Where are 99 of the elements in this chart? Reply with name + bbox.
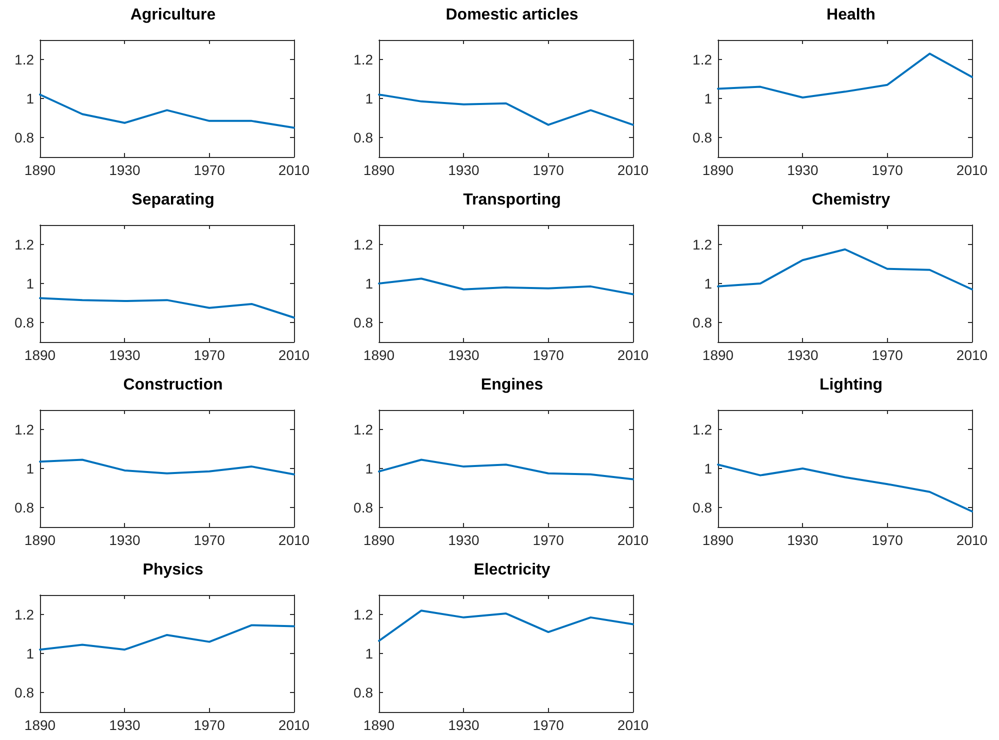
x-tick-label: 1890 [702,162,734,178]
y-tick-label: 1 [704,276,712,292]
line-series [378,610,634,642]
x-tick-label: 2010 [956,532,988,548]
line-series [39,94,295,129]
x-tick-label: 2010 [278,532,310,548]
chart-title: Lighting [819,376,883,394]
y-tick-label: 1.2 [14,236,34,252]
x-tick-label: 1890 [363,347,395,363]
chart-title: Separating [132,192,214,208]
y-tick-label: 1.2 [14,606,34,622]
x-tick-label: 2010 [617,717,649,733]
y-tick-label: 1.2 [692,52,712,68]
y-tick-label: 1 [26,460,34,476]
x-tick-label: 1890 [363,162,395,178]
x-tick-label: 1930 [109,162,140,178]
line-series [717,248,973,290]
chart-title: Electricity [474,562,550,578]
x-tick-label: 1970 [194,532,226,548]
y-tick-label: 1.2 [14,422,34,438]
y-tick-label: 1 [26,276,34,292]
x-tick-label: 1890 [24,162,56,178]
x-tick-label: 2010 [278,347,310,363]
x-tick-label: 1970 [532,162,564,178]
y-tick-label: 1 [704,460,712,476]
y-tick-label: 1 [704,90,712,106]
y-tick-label: 1 [26,90,34,106]
line-series [39,458,295,476]
x-tick-label: 1890 [702,347,734,363]
chart-title: Physics [142,562,204,578]
line-series [378,278,634,296]
chart-title: Domestic articles [446,6,578,24]
y-tick-label: 1.2 [354,422,374,438]
x-tick-label: 1890 [702,532,734,548]
x-tick-label: 2010 [617,347,649,363]
chart-title: Engines [480,376,544,394]
x-tick-label: 2010 [278,162,310,178]
y-tick-label: 0.8 [354,314,374,330]
x-tick-label: 1890 [24,347,56,363]
x-tick-label: 1930 [109,717,140,733]
x-tick-label: 1970 [194,162,226,178]
line-series [378,94,634,126]
y-tick-label: 1.2 [692,236,712,252]
line-series [39,624,295,651]
y-tick-label: 1 [26,646,34,662]
x-tick-label: 2010 [617,532,649,548]
y-tick-label: 1.2 [354,52,374,68]
x-tick-label: 1930 [787,532,818,548]
chart-title: Construction [123,376,223,394]
chart-title: Health [826,6,876,24]
x-tick-label: 1930 [787,162,818,178]
y-tick-label: 0.8 [692,130,712,146]
y-tick-label: 0.8 [14,500,34,516]
x-tick-label: 2010 [617,162,649,178]
x-tick-label: 1970 [532,717,564,733]
y-tick-label: 0.8 [692,314,712,330]
x-tick-label: 1970 [194,347,226,363]
chart-title: Agriculture [130,6,216,24]
x-tick-label: 2010 [956,347,988,363]
y-tick-label: 1 [365,646,374,662]
x-tick-label: 1890 [363,717,395,733]
x-tick-label: 1930 [448,347,480,363]
y-tick-label: 1.2 [692,422,712,438]
x-tick-label: 1930 [787,347,818,363]
x-tick-label: 2010 [278,717,310,733]
y-tick-label: 1 [365,90,374,106]
chart-title: Transporting [463,192,561,208]
x-tick-label: 1970 [872,532,904,548]
x-tick-label: 1930 [448,532,480,548]
x-tick-label: 1890 [24,717,56,733]
y-tick-label: 1 [365,276,374,292]
y-tick-label: 0.8 [354,684,374,700]
y-tick-label: 0.8 [692,500,712,516]
x-tick-label: 1970 [194,717,226,733]
y-tick-label: 1 [365,460,374,476]
x-tick-label: 1930 [109,347,140,363]
y-tick-label: 0.8 [14,314,34,330]
x-tick-label: 1890 [24,532,56,548]
y-tick-label: 0.8 [14,130,34,146]
chart-title: Chemistry [812,192,890,208]
x-tick-label: 1930 [448,162,480,178]
x-tick-label: 1970 [532,347,564,363]
y-tick-label: 0.8 [14,684,34,700]
y-tick-label: 1.2 [14,52,34,68]
line-series [378,458,634,480]
y-tick-label: 1.2 [354,606,374,622]
x-tick-label: 1930 [448,717,480,733]
y-tick-label: 1.2 [354,236,374,252]
line-series [39,297,295,319]
x-tick-label: 2010 [956,162,988,178]
x-tick-label: 1970 [532,532,564,548]
x-tick-label: 1970 [872,162,904,178]
x-tick-label: 1890 [363,532,395,548]
x-tick-label: 1930 [109,532,140,548]
line-series [717,464,973,512]
y-tick-label: 0.8 [354,130,374,146]
y-tick-label: 0.8 [354,500,374,516]
line-series [717,52,973,99]
x-tick-label: 1970 [872,347,904,363]
